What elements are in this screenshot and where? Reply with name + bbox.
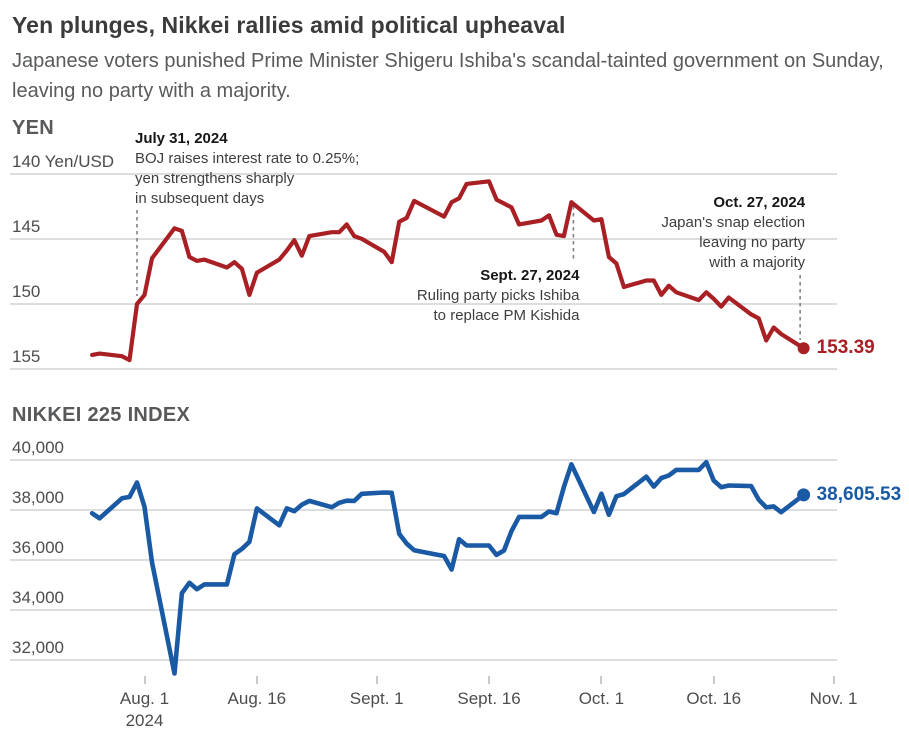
annotation-oct-27-2024: Oct. 27, 2024 Japan's snap election leavin…: [485, 193, 805, 273]
x-axis-tick: [600, 676, 603, 684]
annotation-text-line: Japan's snap election: [661, 214, 806, 231]
annotation-text-line: with a majority: [709, 254, 806, 271]
nikkei-line-series: [89, 459, 806, 676]
annotation-date: Sept. 27, 2024: [480, 267, 580, 284]
x-axis-label: Sept. 1: [349, 689, 404, 708]
x-axis-tick: [375, 676, 378, 684]
page-title: Yen plunges, Nikkei rallies amid politic…: [12, 12, 566, 38]
annotation-text-line: yen strengthens sharply: [135, 170, 295, 187]
page-subtitle: Japanese voters punished Prime Minister …: [12, 50, 884, 102]
x-axis-label: Nov. 1: [809, 689, 858, 708]
yen-y-axis-label: 155: [12, 347, 41, 367]
nikkei-y-axis-label: 36,000: [12, 538, 64, 557]
annotation-text-line: leaving no party: [699, 234, 806, 251]
yen-y-axis-label: 140 Yen/USD: [12, 151, 115, 171]
yen-end-value-label: 153.39: [816, 337, 875, 359]
annotation-text-line: in subsequent days: [135, 190, 265, 207]
nikkei-section-title: NIKKEI 225 INDEX: [12, 404, 191, 426]
annotation-text-line: Ruling party picks Ishiba: [416, 287, 580, 304]
x-axis-label: Oct. 1: [578, 689, 625, 708]
x-axis-label: Aug. 1: [119, 689, 170, 708]
annotation-sept-27-2024: Sept. 27, 2024 Ruling party picks Ishiba t…: [259, 266, 580, 326]
nikkei-end-value-label: 38,605.53: [816, 483, 902, 505]
nikkei-y-axis-label: 40,000: [12, 438, 64, 457]
yen-gridline-150: [10, 303, 837, 305]
x-axis-tick: [255, 676, 258, 684]
yen-y-axis-label: 145: [12, 216, 41, 236]
x-axis-tick: [832, 676, 835, 684]
x-axis-label: Sept. 16: [457, 689, 521, 708]
yen-end-dot: [797, 342, 810, 355]
annotation-date: Oct. 27, 2024: [713, 194, 806, 211]
nikkei-y-axis-label: 38,000: [12, 488, 64, 507]
yen-gridline-155: [10, 368, 837, 371]
annotation-text-line: to replace PM Kishida: [433, 307, 580, 324]
nikkei-gridline-34000: [10, 609, 837, 611]
x-axis-tick: [143, 676, 146, 684]
nikkei-end-dot: [797, 488, 811, 502]
nikkei-y-axis-label: 34,000: [12, 588, 64, 607]
annotation-july-31-2024: July 31, 2024 BOJ raises interest rate to…: [135, 129, 359, 209]
nikkei-gridline-36000: [10, 559, 837, 561]
x-axis-label: Oct. 16: [686, 689, 742, 708]
nikkei-y-axis-label: 32,000: [12, 638, 64, 657]
x-axis-tick: [488, 676, 491, 684]
x-axis-tick: [712, 676, 715, 684]
nikkei-gridline-32000: [10, 659, 837, 661]
yen-gridline-140: [10, 172, 837, 175]
yen-gridline-145: [10, 237, 837, 240]
annotation-text-line: BOJ raises interest rate to 0.25%;: [135, 150, 360, 167]
x-axis-year-label: 2024: [125, 711, 164, 730]
yen-y-axis-label: 150: [12, 282, 41, 301]
nikkei-gridline-38000: [10, 509, 837, 511]
annotation-date: July 31, 2024: [135, 130, 228, 147]
yen-section-title: YEN: [12, 117, 55, 139]
annotation-dash-group: [136, 206, 801, 340]
x-axis-label: Aug. 16: [227, 689, 287, 708]
yen-line-series: [89, 179, 806, 363]
nikkei-gridline-40000: [10, 459, 837, 461]
